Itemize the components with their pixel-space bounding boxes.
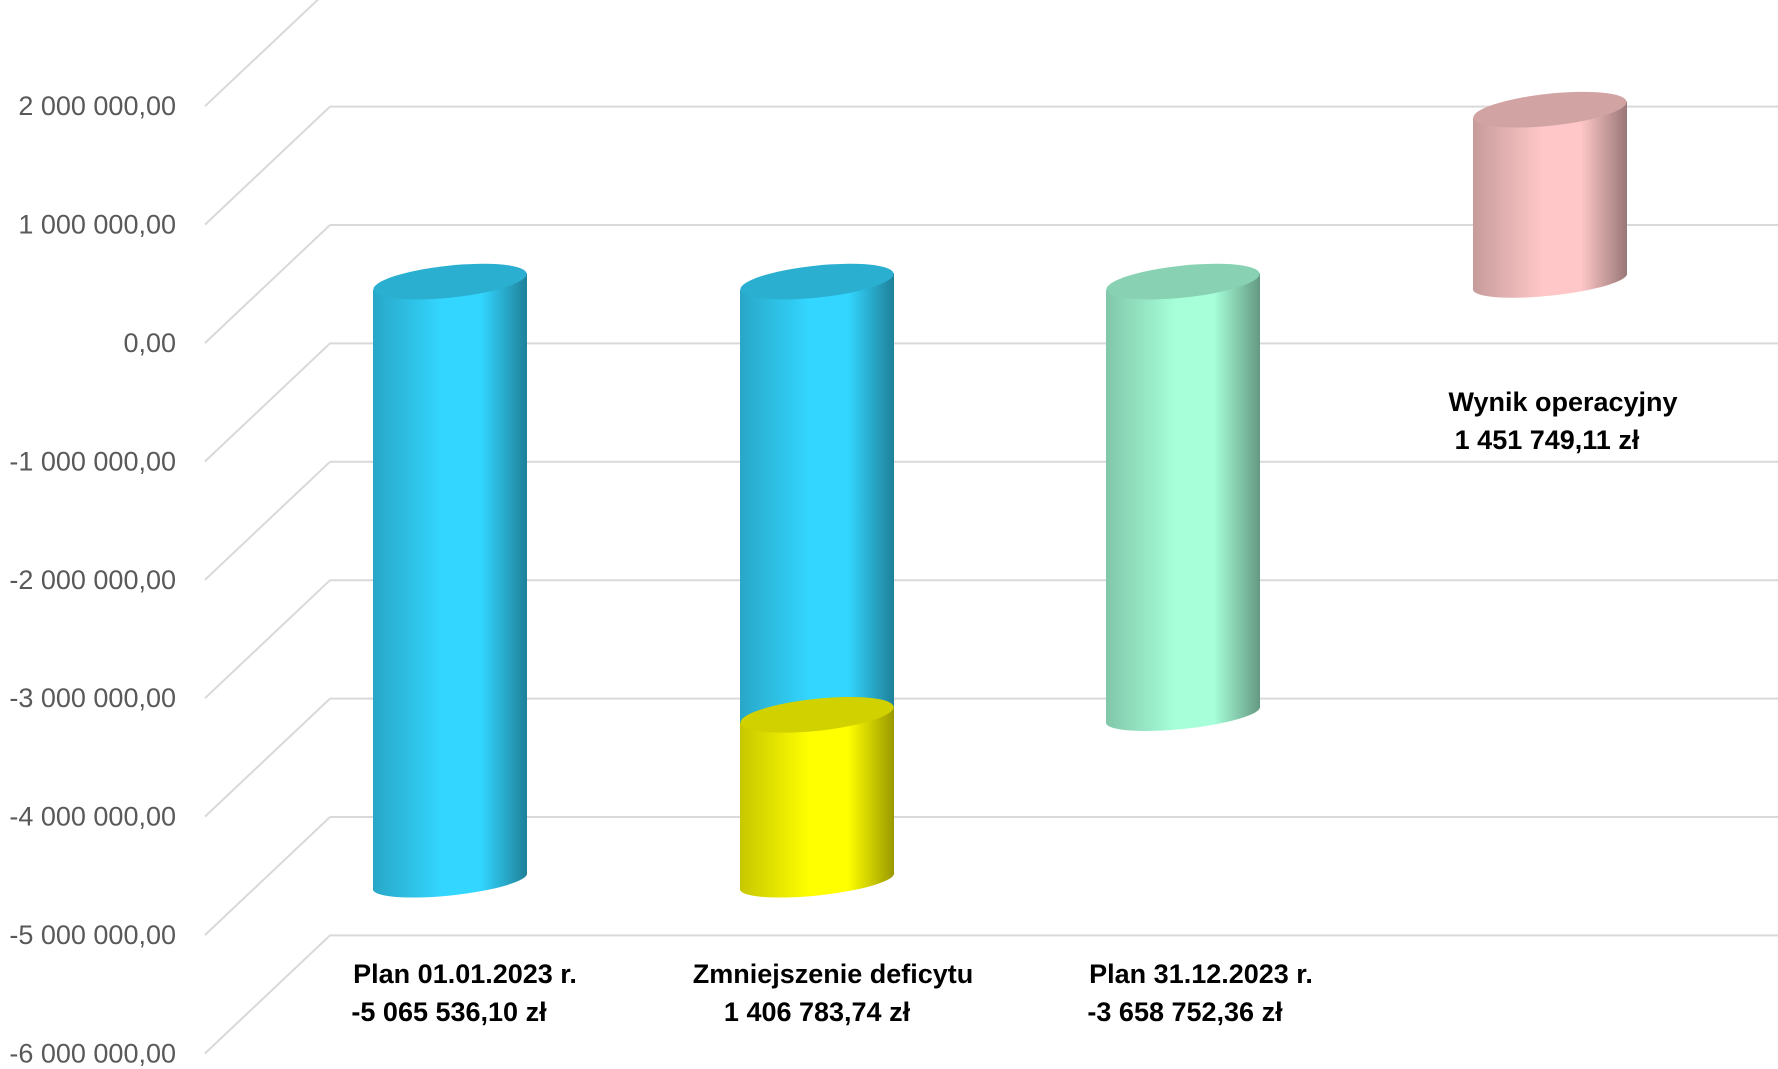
category-name: Plan 31.12.2023 r.	[1089, 959, 1313, 989]
bars	[373, 91, 1628, 898]
gridline-depth	[204, 697, 331, 818]
gridline-depth	[204, 934, 331, 1055]
y-tick-label: 0,00	[123, 328, 176, 358]
category-name: Zmniejszenie deficytu	[693, 959, 974, 989]
gridline-depth	[204, 224, 331, 344]
bar-cap	[740, 696, 894, 733]
bar-segment	[1473, 91, 1628, 298]
category-name: Plan 01.01.2023 r.	[353, 959, 577, 989]
y-tick-label: -4 000 000,00	[9, 802, 176, 832]
bar-segment	[373, 263, 528, 898]
category-value: -5 065 536,10 zł	[351, 997, 547, 1027]
category-value: 1 406 783,74 zł	[724, 997, 911, 1027]
bar-cap	[373, 263, 527, 300]
bar-segment	[1106, 263, 1261, 731]
gridline-depth	[204, 342, 331, 463]
bar-cap	[1106, 263, 1260, 300]
bar-body	[1473, 101, 1628, 298]
bar-body	[1106, 273, 1261, 731]
y-tick-label: -3 000 000,00	[9, 683, 176, 713]
bar-segment	[740, 263, 895, 731]
category-value: -3 658 752,36 zł	[1087, 997, 1283, 1027]
gridline-depth	[204, 105, 331, 226]
gridline-depth	[204, 816, 331, 936]
bar-cap	[740, 263, 894, 300]
category-name: Wynik operacyjny	[1448, 387, 1677, 417]
y-tick-label: 1 000 000,00	[18, 210, 176, 240]
y-tick-label: -6 000 000,00	[9, 1038, 176, 1068]
bar-body	[740, 273, 895, 731]
bar-cap	[1473, 91, 1627, 128]
y-axis-ticks: -6 000 000,00 -5 000 000,00 -4 000 000,00 -…	[9, 91, 176, 1068]
y-tick-label: -5 000 000,00	[9, 920, 176, 950]
gridline-depth	[204, 0, 319, 107]
bar-body	[740, 706, 895, 898]
y-tick-label: -2 000 000,00	[9, 565, 176, 595]
gridline-depth	[204, 579, 331, 699]
bar-segment	[740, 696, 895, 898]
category-labels: Plan 01.01.2023 r. -5 065 536,10 zł Zmniej…	[351, 387, 1677, 1027]
y-tick-label: -1 000 000,00	[9, 446, 176, 476]
y-tick-label: 2 000 000,00	[18, 91, 176, 121]
gridline-depth	[204, 461, 331, 581]
category-value: 1 451 749,11 zł	[1455, 425, 1640, 455]
bar-body	[373, 273, 528, 898]
